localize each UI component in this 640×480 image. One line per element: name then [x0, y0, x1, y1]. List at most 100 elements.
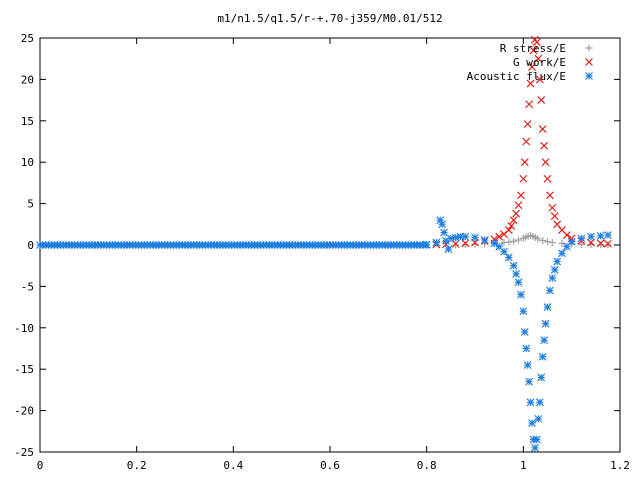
marker-stroke	[532, 38, 541, 47]
marker-stroke	[444, 245, 453, 254]
marker-stroke	[603, 231, 612, 239]
data-point	[534, 414, 543, 423]
data-point	[471, 233, 479, 242]
data-point	[535, 75, 544, 84]
marker-stroke	[535, 398, 544, 407]
data-point	[548, 239, 556, 247]
marker-stroke	[432, 238, 441, 247]
data-point	[512, 209, 521, 218]
data-point	[510, 237, 518, 245]
marker-stroke	[543, 174, 552, 183]
y-tick-label: 15	[21, 115, 34, 128]
marker-stroke	[558, 226, 566, 235]
data-point	[507, 222, 516, 230]
marker-stroke	[504, 253, 513, 262]
x-axis: 0 0.2 0.4 0.6 0.8 1 1.2	[37, 38, 630, 472]
marker-stroke	[504, 226, 513, 235]
marker-stroke	[523, 361, 532, 369]
data-point	[541, 319, 550, 328]
marker-stroke	[585, 72, 593, 80]
data-point	[523, 361, 532, 369]
data-point	[596, 231, 605, 240]
data-point	[526, 398, 535, 407]
marker-stroke	[461, 232, 470, 241]
y-tick-label: -5	[21, 280, 34, 293]
data-point	[543, 303, 552, 312]
x-tick-label: 0.6	[320, 459, 340, 472]
data-point	[577, 240, 585, 248]
data-point	[531, 443, 539, 452]
marker-stroke	[534, 414, 543, 423]
marker-stroke	[522, 137, 531, 146]
marker-stroke	[422, 240, 431, 249]
marker-stroke	[541, 158, 550, 167]
data-point	[461, 241, 469, 249]
data-point	[537, 373, 546, 382]
data-point	[550, 265, 559, 274]
y-tick-label: 25	[21, 32, 34, 45]
data-point	[538, 125, 547, 134]
data-point	[548, 274, 557, 283]
data-point	[550, 212, 559, 220]
marker-stroke	[522, 344, 531, 353]
marker-stroke	[587, 238, 595, 247]
marker-stroke	[523, 120, 532, 129]
data-point	[577, 234, 586, 243]
marker-stroke	[531, 443, 539, 452]
data-point	[540, 141, 549, 150]
data-point	[461, 239, 470, 248]
data-point	[495, 232, 504, 241]
y-tick-label: 5	[27, 198, 34, 211]
marker-stroke	[480, 236, 489, 244]
data-point	[553, 220, 562, 229]
data-point	[516, 290, 525, 299]
marker-stroke	[550, 212, 559, 220]
marker-stroke	[509, 261, 518, 270]
legend-label: R stress/E	[500, 42, 566, 55]
data-point	[522, 344, 531, 353]
marker-stroke	[526, 398, 535, 407]
data-point	[452, 241, 460, 249]
marker-stroke	[603, 239, 612, 248]
marker-stroke	[545, 191, 554, 200]
data-point	[504, 253, 513, 262]
marker-stroke	[436, 216, 445, 225]
x-tick-label: 0.8	[417, 459, 437, 472]
data-point	[541, 158, 550, 167]
y-tick-label: -20	[14, 405, 34, 418]
data-point	[514, 278, 523, 287]
marker-stroke	[512, 209, 521, 218]
data-point	[504, 226, 513, 235]
marker-stroke	[528, 63, 536, 71]
data-point	[480, 236, 489, 244]
data-point	[545, 191, 554, 200]
marker-stroke	[553, 220, 562, 229]
data-point	[553, 257, 562, 266]
data-point	[545, 286, 554, 295]
data-point	[500, 247, 508, 256]
marker-stroke	[471, 233, 479, 242]
data-point	[597, 241, 605, 249]
marker-stroke	[541, 319, 550, 328]
marker-stroke	[538, 352, 547, 361]
marker-stroke	[550, 265, 559, 274]
marker-stroke	[596, 239, 605, 248]
data-point	[520, 328, 529, 336]
marker-stroke	[587, 232, 595, 241]
data-point	[539, 236, 547, 244]
data-point	[516, 191, 525, 200]
marker-stroke	[526, 79, 535, 88]
x-tick-label: 1.2	[610, 459, 630, 472]
marker-stroke	[553, 257, 562, 266]
data-point	[548, 203, 557, 212]
data-point	[522, 137, 531, 146]
marker-stroke	[446, 234, 455, 243]
data-point	[543, 174, 552, 183]
data-point	[532, 435, 541, 444]
data-point	[537, 96, 546, 105]
x-tick-label: 0.4	[223, 459, 243, 472]
data-point	[526, 79, 535, 88]
marker-stroke	[537, 373, 546, 382]
